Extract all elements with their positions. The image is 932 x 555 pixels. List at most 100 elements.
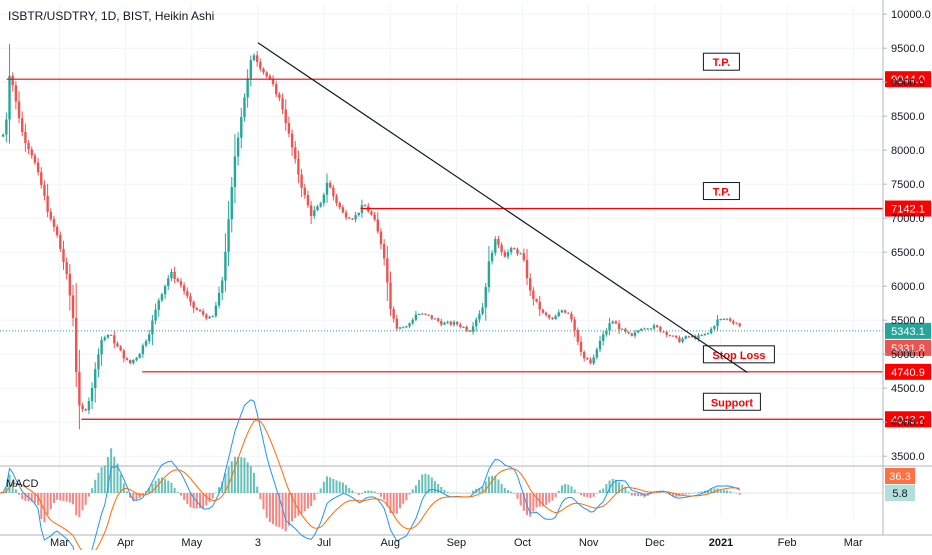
candle-body [478,313,481,320]
candle-body [513,248,516,250]
candle-body [332,187,335,197]
candle-body [567,312,570,314]
macd-histogram-bar [729,491,732,493]
macd-histogram-bar [573,489,576,493]
macd-histogram-bar [183,493,186,500]
candle-body [614,321,618,324]
candle-body [186,291,189,297]
macd-histogram-bar [662,492,665,493]
macd-histogram-bar [300,493,303,514]
price-axis[interactable]: 10000.0 9500.0 9000.0 8500.0 8000.0 7500.0 700… [882,0,931,535]
candle-body [157,300,160,310]
macd-histogram-bar [192,493,195,509]
macd-histogram-bar [402,493,405,504]
candle-body [243,97,246,118]
macd-histogram-bar [624,486,627,493]
macd-histogram-bar [284,493,287,532]
macd-histogram-bar [373,491,376,493]
candle-body [21,118,24,132]
macd-histogram-bar [176,492,179,493]
macd-histogram-bar [630,493,633,496]
candle-body [1,134,5,137]
macd-histogram-bar [627,491,630,493]
candle-body [700,335,703,337]
macd-histogram-bar [116,463,119,493]
candle-body [538,301,541,310]
candle-body [684,336,687,339]
price-tick-label: 7500.0 [891,179,925,191]
level-price-label-box [885,411,931,428]
macd-histogram-bar [94,479,97,493]
macd-histogram-bar [329,477,332,493]
macd-signal-line [0,419,740,555]
candle-body [687,336,691,338]
price-tick-label: 4000.0 [891,417,925,429]
candle-body [608,323,611,331]
macd-histogram-bar [557,490,560,493]
macd-histogram-bar [21,493,24,500]
candle-body [595,349,599,358]
level-price-label-box [885,200,931,217]
macd-histogram-bar [33,493,36,504]
candle-body [154,309,157,321]
macd-histogram-bar [316,493,319,494]
macd-histogram-bar [732,492,735,493]
macd-histogram-bar [122,483,125,493]
candle-body [151,320,154,335]
macd-histogram-bar [421,474,424,493]
macd-histogram-bar [11,481,14,493]
candle-body [160,294,164,301]
macd-histogram-bar [567,484,570,493]
macd-line [0,399,740,555]
candle-body [516,249,519,254]
candle-body [68,274,72,296]
candle-body [725,318,729,320]
candle-body [624,328,627,332]
candle-body [55,226,59,235]
macd-histogram-bar [433,481,436,493]
macd-histogram-bar [516,493,519,499]
macd-histogram-bar [46,493,49,515]
trendline-group[interactable] [257,42,748,374]
level-tag-box [702,345,775,364]
macd-histogram-bar [24,493,27,501]
time-axis[interactable]: Mar Apr May 3 Jul Aug Sep Oct Nov Dec 2021 Feb Mar [50,537,863,549]
candle-body [344,212,348,218]
candle-body [573,319,576,331]
macd-value-label-box [885,485,915,501]
macd-histogram-bar [459,492,462,494]
candle-body [24,131,27,144]
macd-histogram-bar [424,473,427,493]
candle-body [230,186,233,220]
macd-histogram-bar [414,485,417,493]
macd-histogram-bar [446,491,449,493]
macd-histogram-bar [52,493,55,504]
macd-histogram-bar [418,479,421,493]
candle-body [659,327,662,332]
candles [1,44,741,430]
candle-body [427,314,430,316]
candle-body [592,357,595,364]
candle-body [189,296,192,302]
macd-histogram-bar [291,493,294,522]
macd-histogram-bar [189,493,192,508]
candle-body [532,290,535,300]
candle-body [675,335,678,338]
candle-body [643,328,646,330]
macd-histogram-bar [545,493,548,505]
candle-body [446,321,449,323]
candle-body [252,55,256,61]
macd-histogram-bar [148,487,151,493]
candle-body [503,252,506,257]
chart-title: ISBTR/USDTRY, 1D, BIST, Heikin Ashi [8,9,215,23]
candle-body [602,334,605,341]
candle-body [176,278,179,282]
candle-body [471,326,475,332]
macd-histogram-bar [275,493,278,527]
time-tick-label: 3 [255,537,261,549]
candle-body [341,207,345,213]
candle-body [62,248,65,263]
macd-histogram-bar [306,493,309,509]
